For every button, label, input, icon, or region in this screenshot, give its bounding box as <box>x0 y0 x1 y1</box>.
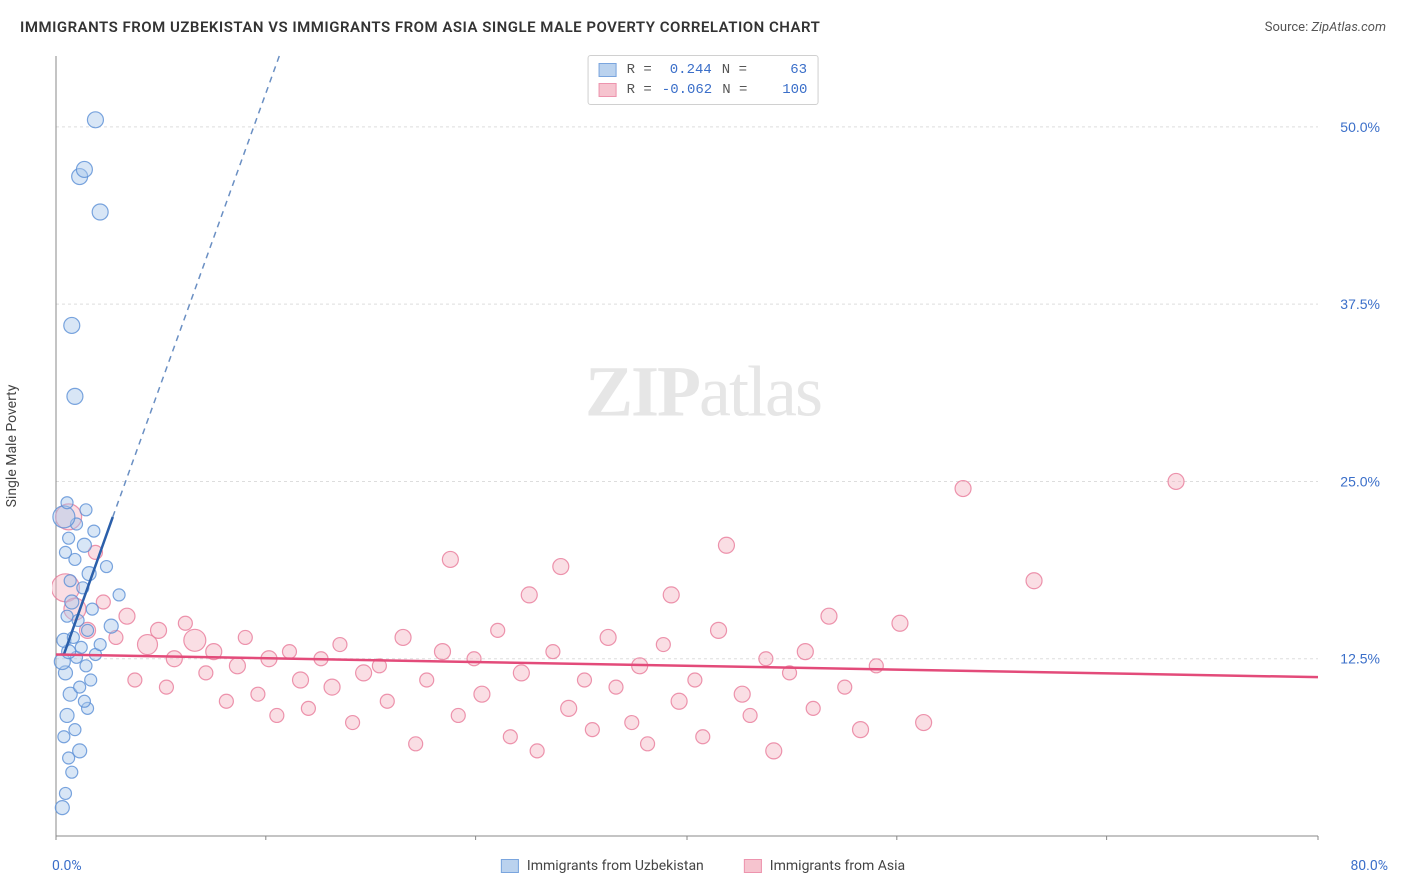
source-label: Source: <box>1265 20 1308 35</box>
r-value-uzbekistan: 0.244 <box>662 62 712 78</box>
x-axis-min-label: 0.0% <box>52 858 82 874</box>
chart-container: 12.5% 25.0% 37.5% 50.0% <box>52 52 1388 840</box>
correlation-legend: R = 0.244 N = 63 R = -0.062 N = 100 <box>588 55 819 105</box>
scatter-plot: 12.5% 25.0% 37.5% 50.0% <box>52 52 1388 840</box>
svg-text:50.0%: 50.0% <box>1340 119 1380 135</box>
source-value: ZipAtlas.com <box>1311 20 1386 35</box>
r-label: R = <box>627 82 652 98</box>
swatch-asia <box>744 859 762 873</box>
svg-text:37.5%: 37.5% <box>1340 296 1380 312</box>
n-value-uzbekistan: 63 <box>757 62 807 78</box>
r-label: R = <box>627 62 652 78</box>
y-axis-label: Single Male Poverty <box>4 385 20 508</box>
swatch-asia <box>599 83 617 97</box>
series-legend: Immigrants from Uzbekistan Immigrants fr… <box>501 858 905 874</box>
r-value-asia: -0.062 <box>662 82 712 98</box>
svg-text:12.5%: 12.5% <box>1340 651 1380 667</box>
legend-label-uzbekistan: Immigrants from Uzbekistan <box>527 858 704 874</box>
legend-row-asia: R = -0.062 N = 100 <box>599 80 808 100</box>
legend-row-uzbekistan: R = 0.244 N = 63 <box>599 60 808 80</box>
chart-title: IMMIGRANTS FROM UZBEKISTAN VS IMMIGRANTS… <box>20 18 820 36</box>
source-attribution: Source: ZipAtlas.com <box>1265 20 1386 35</box>
n-value-asia: 100 <box>757 82 807 98</box>
x-axis-max-label: 80.0% <box>1350 858 1388 874</box>
legend-label-asia: Immigrants from Asia <box>770 858 905 874</box>
n-label: N = <box>722 62 747 78</box>
legend-item-asia: Immigrants from Asia <box>744 858 905 874</box>
n-label: N = <box>722 82 747 98</box>
svg-text:25.0%: 25.0% <box>1340 473 1380 489</box>
legend-item-uzbekistan: Immigrants from Uzbekistan <box>501 858 704 874</box>
swatch-uzbekistan <box>501 859 519 873</box>
swatch-uzbekistan <box>599 63 617 77</box>
